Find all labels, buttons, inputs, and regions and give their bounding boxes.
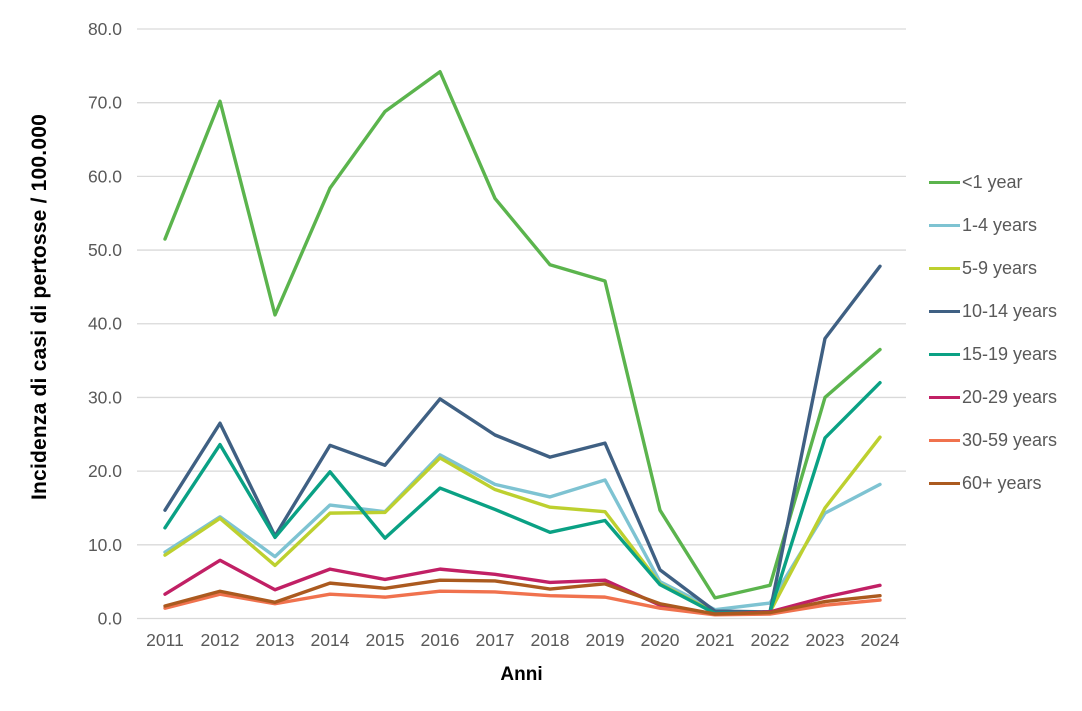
y-tick-label: 80.0 bbox=[88, 19, 122, 39]
series-line-10-14-years bbox=[163, 264, 882, 614]
legend-line-marker bbox=[929, 481, 960, 486]
series-line-1-4-years bbox=[163, 453, 882, 612]
y-tick-label: 50.0 bbox=[88, 240, 122, 260]
y-tick-label: 70.0 bbox=[88, 93, 122, 113]
series-line-60-years bbox=[163, 578, 882, 616]
x-tick-label: 2023 bbox=[806, 630, 845, 650]
legend-item: 20-29 years bbox=[929, 376, 1079, 419]
legend-line-marker bbox=[929, 223, 960, 228]
y-tick-label: 40.0 bbox=[88, 314, 122, 334]
x-tick-label: 2021 bbox=[696, 630, 735, 650]
x-tick-label: 2015 bbox=[366, 630, 405, 650]
legend-label: 15-19 years bbox=[962, 344, 1058, 364]
x-tick-label: 2022 bbox=[751, 630, 790, 650]
series-line--1-year bbox=[163, 70, 882, 600]
legend-label: 60+ years bbox=[962, 473, 1042, 493]
legend-item: 5-9 years bbox=[929, 247, 1079, 290]
x-tick-label: 2016 bbox=[421, 630, 460, 650]
y-tick-label: 0.0 bbox=[98, 609, 123, 629]
y-tick-label: 10.0 bbox=[88, 535, 122, 555]
legend-item: 30-59 years bbox=[929, 419, 1079, 462]
x-tick-label: 2013 bbox=[256, 630, 295, 650]
x-tick-label: 2019 bbox=[586, 630, 625, 650]
x-tick-label: 2011 bbox=[146, 630, 184, 650]
legend-label: 10-14 years bbox=[962, 301, 1058, 321]
legend-item: 15-19 years bbox=[929, 333, 1079, 376]
x-tick-label: 2024 bbox=[861, 630, 900, 650]
legend-line-marker bbox=[929, 180, 960, 185]
legend-item: 60+ years bbox=[929, 462, 1079, 505]
legend-label: <1 year bbox=[962, 172, 1023, 192]
x-tick-label: 2012 bbox=[201, 630, 240, 650]
legend-line-marker bbox=[929, 352, 960, 357]
legend-label: 30-59 years bbox=[962, 430, 1058, 450]
legend-label: 5-9 years bbox=[962, 258, 1038, 278]
x-tick-label: 2017 bbox=[476, 630, 515, 650]
x-axis-title: Anni bbox=[500, 664, 543, 685]
legend-label: 1-4 years bbox=[962, 215, 1038, 235]
legend-label: 20-29 years bbox=[962, 387, 1058, 407]
x-tick-label: 2018 bbox=[531, 630, 570, 650]
legend-line-marker bbox=[929, 438, 960, 443]
legend-item: 10-14 years bbox=[929, 290, 1079, 333]
x-tick-label: 2020 bbox=[641, 630, 680, 650]
legend: <1 year 1-4 years 5-9 years 10-14 years 15-1… bbox=[929, 161, 1079, 505]
legend-line-marker bbox=[929, 266, 960, 271]
y-tick-label: 20.0 bbox=[88, 461, 122, 481]
x-tick-label: 2014 bbox=[311, 630, 350, 650]
legend-line-marker bbox=[929, 309, 960, 314]
legend-item: <1 year bbox=[929, 161, 1079, 204]
legend-line-marker bbox=[929, 395, 960, 400]
y-tick-label: 60.0 bbox=[88, 166, 122, 186]
y-tick-label: 30.0 bbox=[88, 387, 122, 407]
legend-item: 1-4 years bbox=[929, 204, 1079, 247]
